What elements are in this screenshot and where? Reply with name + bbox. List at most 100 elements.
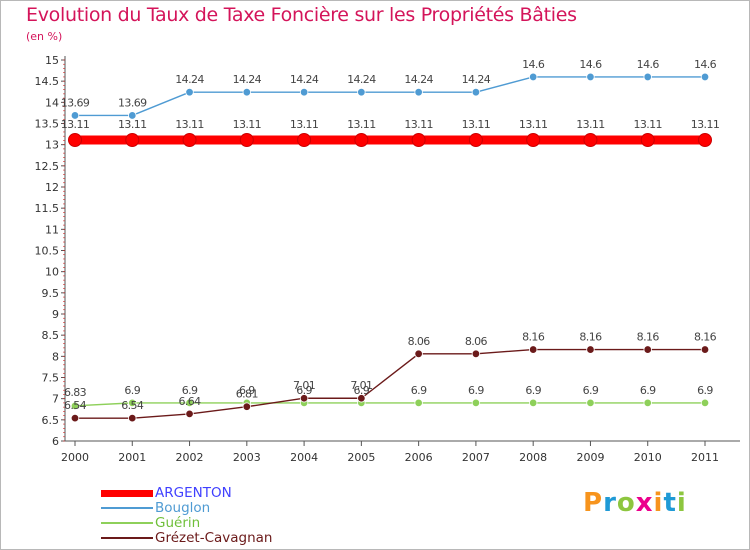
data-point bbox=[583, 133, 598, 148]
data-point bbox=[70, 401, 80, 411]
data-point bbox=[411, 133, 426, 148]
logo-letter: o bbox=[616, 488, 636, 518]
data-label: 6.9 bbox=[697, 384, 713, 397]
x-tick-label: 2006 bbox=[405, 451, 433, 464]
data-label: 6.81 bbox=[236, 388, 258, 401]
data-point bbox=[528, 398, 538, 408]
data-point bbox=[242, 87, 252, 97]
x-tick-label: 2001 bbox=[118, 451, 146, 464]
data-label: 13.11 bbox=[691, 118, 720, 131]
y-tick-label: 9 bbox=[52, 308, 59, 321]
legend-label-grezet-cavagnan: Grézet-Cavagnan bbox=[155, 530, 273, 546]
x-tick-label: 2003 bbox=[233, 451, 261, 464]
data-label: 13.11 bbox=[519, 118, 548, 131]
data-label: 6.9 bbox=[124, 384, 140, 397]
data-point bbox=[128, 398, 137, 408]
logo-letter: i bbox=[653, 488, 664, 518]
data-label: 14.24 bbox=[404, 73, 433, 86]
logo-letter: r bbox=[603, 488, 617, 518]
series-line bbox=[75, 348, 705, 419]
y-tick-label: 6.5 bbox=[42, 414, 60, 427]
data-label: 6.9 bbox=[640, 384, 656, 397]
data-label: 6.9 bbox=[525, 384, 541, 397]
series-line bbox=[74, 402, 705, 407]
data-point bbox=[125, 133, 140, 148]
y-tick-label: 13 bbox=[45, 139, 59, 152]
x-tick-label: 2002 bbox=[176, 451, 204, 464]
data-label: 14.24 bbox=[462, 73, 491, 86]
data-label: 14.24 bbox=[347, 73, 376, 86]
y-tick-label: 8.5 bbox=[42, 329, 60, 342]
data-point bbox=[185, 398, 194, 408]
data-point bbox=[70, 413, 80, 423]
x-tick-label: 2009 bbox=[576, 451, 604, 464]
legend-swatch-argenton bbox=[101, 490, 153, 497]
data-label: 14.24 bbox=[290, 73, 319, 86]
y-tick-label: 10 bbox=[45, 266, 59, 279]
data-label: 14.24 bbox=[175, 73, 204, 86]
data-point bbox=[471, 87, 481, 97]
data-point bbox=[182, 133, 197, 148]
data-point bbox=[357, 87, 366, 97]
legend-swatch-bouglon bbox=[101, 507, 153, 509]
data-label: 13.11 bbox=[61, 118, 90, 131]
legend-label-guerin: Guérin bbox=[155, 515, 201, 531]
data-point bbox=[471, 349, 481, 358]
y-tick-label: 13.5 bbox=[35, 118, 60, 131]
y-tick-label: 7 bbox=[52, 393, 59, 406]
data-point bbox=[185, 87, 194, 97]
data-label: 13.11 bbox=[404, 118, 433, 131]
legend-swatch-grezet-cavagnan bbox=[101, 537, 153, 539]
y-tick-label: 14 bbox=[45, 96, 59, 109]
data-label: 6.9 bbox=[583, 384, 599, 397]
data-label: 6.9 bbox=[468, 384, 484, 397]
data-point bbox=[68, 133, 82, 148]
data-label: 6.9 bbox=[354, 384, 370, 397]
data-label: 14.6 bbox=[694, 58, 717, 71]
x-tick-label: 2011 bbox=[691, 451, 719, 464]
data-point bbox=[70, 111, 80, 120]
y-tick-label: 12 bbox=[45, 181, 59, 194]
data-point bbox=[700, 72, 710, 82]
data-point bbox=[239, 133, 254, 148]
data-label: 6.9 bbox=[239, 384, 255, 397]
series-line bbox=[75, 76, 705, 117]
chart-title: Evolution du Taux de Taxe Foncière sur l… bbox=[26, 4, 577, 26]
proxiti-logo: Proxiti bbox=[583, 488, 687, 518]
data-point bbox=[357, 394, 366, 403]
y-tick-label: 12.5 bbox=[35, 160, 60, 173]
data-label: 6.54 bbox=[64, 399, 87, 412]
data-point bbox=[128, 111, 137, 120]
data-label: 14.6 bbox=[579, 58, 602, 71]
data-label: 14.24 bbox=[233, 73, 262, 86]
data-label: 6.9 bbox=[182, 384, 198, 397]
data-label: 6.9 bbox=[411, 384, 427, 397]
data-point bbox=[128, 413, 137, 423]
data-point bbox=[468, 133, 483, 148]
data-point bbox=[643, 345, 652, 354]
y-tick-label: 6 bbox=[52, 435, 59, 448]
data-label: 8.16 bbox=[637, 331, 660, 344]
data-label: 6.54 bbox=[121, 399, 144, 412]
data-label: 8.06 bbox=[408, 335, 431, 348]
data-point bbox=[700, 398, 710, 408]
data-label: 13.11 bbox=[290, 118, 319, 131]
data-point bbox=[586, 345, 595, 354]
data-point bbox=[299, 394, 309, 403]
data-point bbox=[586, 72, 595, 82]
data-point bbox=[414, 87, 423, 97]
data-label: 13.11 bbox=[347, 118, 376, 131]
data-point bbox=[299, 87, 309, 97]
unit-label: (en %) bbox=[26, 30, 63, 43]
logo-letter: t bbox=[663, 488, 677, 518]
data-label: 8.16 bbox=[579, 331, 602, 344]
data-point bbox=[528, 72, 538, 82]
x-tick-label: 2007 bbox=[462, 451, 490, 464]
data-point bbox=[185, 409, 194, 419]
data-point bbox=[354, 133, 369, 148]
y-tick-label: 11.5 bbox=[35, 202, 60, 215]
data-label: 13.11 bbox=[633, 118, 662, 131]
x-tick-label: 2005 bbox=[347, 451, 375, 464]
data-label: 8.16 bbox=[694, 331, 717, 344]
data-label: 8.06 bbox=[465, 335, 488, 348]
